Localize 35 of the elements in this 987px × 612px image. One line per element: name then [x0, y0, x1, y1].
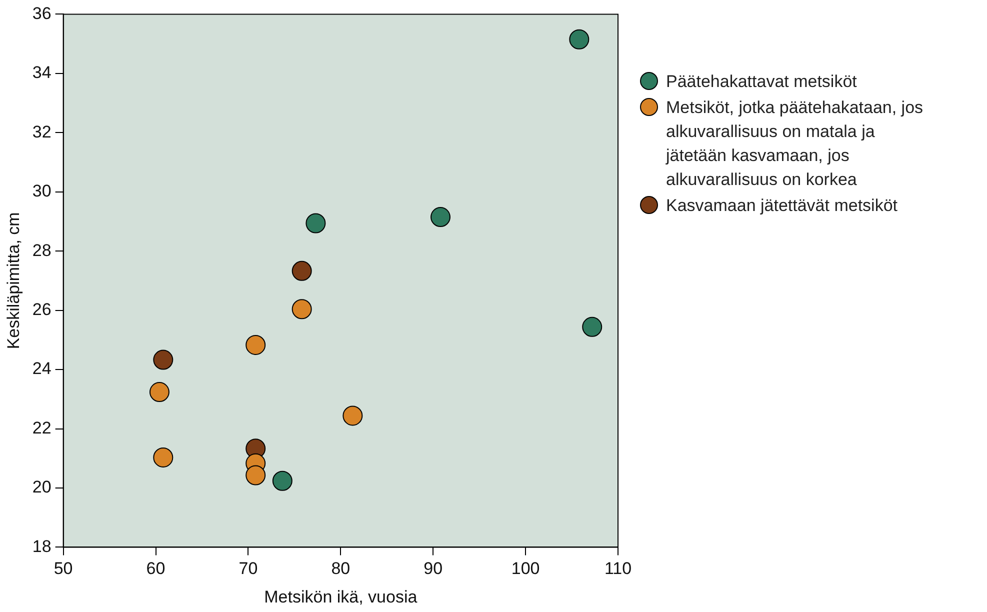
point — [306, 213, 326, 234]
y-tick-label: 26 — [32, 300, 52, 319]
y-tick-label: 22 — [32, 418, 52, 438]
legend-label: Metsiköt, jotka päätehakataan, jos alkuvarallisuus on matala ja jätetään kasvamaan, jos alkuvarallisuus on korkea — [666, 97, 924, 191]
y-tick-label: 34 — [32, 63, 52, 82]
y-tick-label: 30 — [32, 182, 52, 201]
point — [582, 316, 602, 337]
x-tick-label: 90 — [424, 559, 443, 578]
legend-label: Päätehakattavat metsiköt — [666, 71, 857, 93]
point — [246, 334, 266, 355]
point — [153, 350, 174, 370]
y-tick-label: 18 — [32, 536, 52, 556]
y-tick-label: 24 — [32, 359, 52, 378]
point — [569, 29, 590, 50]
y-tick-label: 36 — [32, 4, 52, 23]
point — [272, 470, 292, 491]
y-tick-label: 28 — [32, 240, 52, 260]
y-tick-label: 32 — [32, 122, 52, 142]
point — [292, 260, 312, 281]
x-tick-label: 50 — [54, 559, 73, 578]
x-tick-label: 80 — [331, 559, 350, 578]
point — [430, 207, 450, 228]
point — [246, 465, 266, 486]
legend-label: Kasvamaan jätettävät metsiköt — [666, 195, 898, 217]
point — [342, 406, 363, 426]
point — [149, 382, 170, 402]
y-axis-title: Keskiläpimitta, cm — [4, 212, 23, 350]
x-tick-label: 70 — [238, 559, 258, 578]
point — [292, 299, 312, 320]
x-tick-label: 110 — [604, 559, 632, 578]
point — [153, 447, 174, 468]
x-tick-label: 60 — [146, 559, 166, 578]
y-tick-label: 20 — [32, 478, 52, 497]
x-tick-label: 100 — [511, 559, 540, 578]
x-axis-title: Metsikön ikä, vuosia — [264, 587, 418, 606]
